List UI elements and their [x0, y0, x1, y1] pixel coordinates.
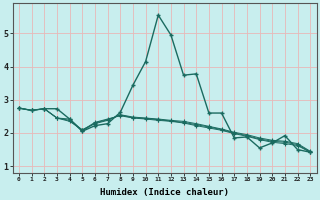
X-axis label: Humidex (Indice chaleur): Humidex (Indice chaleur)	[100, 188, 229, 197]
